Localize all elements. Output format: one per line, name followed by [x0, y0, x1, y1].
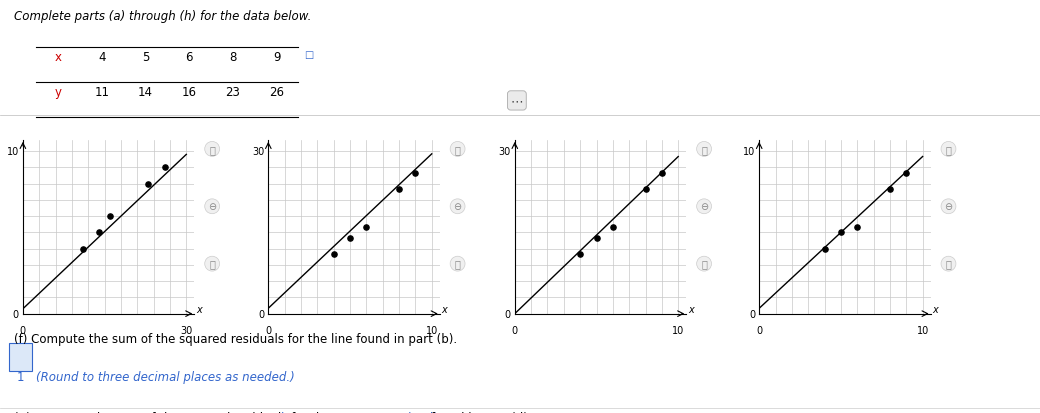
- Text: found in part (d).: found in part (d).: [427, 411, 531, 413]
- Text: 10: 10: [6, 147, 19, 157]
- Text: ⌕: ⌕: [454, 145, 461, 154]
- Text: 4: 4: [98, 51, 106, 64]
- Text: 0: 0: [749, 309, 755, 319]
- Text: ⧉: ⧉: [945, 259, 952, 269]
- Text: 26: 26: [269, 86, 284, 99]
- Point: [90, 230, 107, 236]
- Text: ⊖: ⊖: [208, 202, 216, 212]
- Text: ⌕: ⌕: [945, 145, 952, 154]
- Point: [139, 181, 156, 188]
- Text: ⊖: ⊖: [453, 202, 462, 212]
- Text: (Round to three decimal places as needed.): (Round to three decimal places as needed…: [36, 370, 295, 382]
- Text: 5: 5: [141, 51, 150, 64]
- Text: ⧉: ⧉: [209, 259, 215, 269]
- Point: [653, 170, 670, 177]
- Point: [407, 170, 423, 177]
- Text: 10: 10: [743, 147, 755, 157]
- Text: 10: 10: [425, 325, 438, 335]
- Text: 0: 0: [258, 309, 264, 319]
- Text: 0: 0: [12, 309, 19, 319]
- Point: [342, 235, 359, 242]
- Text: 14: 14: [138, 86, 153, 99]
- Text: ⧉: ⧉: [701, 259, 707, 269]
- Text: 30: 30: [180, 325, 192, 335]
- Text: 8: 8: [229, 51, 237, 64]
- Text: (g) Compute the sum of the squared residuals for the: (g) Compute the sum of the squared resid…: [14, 411, 334, 413]
- Text: ⌕: ⌕: [701, 145, 707, 154]
- Text: x: x: [442, 304, 447, 314]
- Text: 16: 16: [182, 86, 197, 99]
- Text: (f) Compute the sum of the squared residuals for the line found in part (b).: (f) Compute the sum of the squared resid…: [14, 332, 457, 345]
- Text: 0: 0: [20, 325, 26, 335]
- Text: x: x: [197, 304, 202, 314]
- Point: [156, 165, 173, 171]
- Text: 0: 0: [756, 325, 762, 335]
- Text: y: y: [55, 86, 61, 99]
- Text: ⧉: ⧉: [454, 259, 461, 269]
- Text: 6: 6: [185, 51, 193, 64]
- Text: ⌕: ⌕: [209, 145, 215, 154]
- Point: [638, 186, 654, 193]
- Point: [589, 235, 605, 242]
- Point: [604, 224, 621, 231]
- Point: [572, 251, 589, 258]
- Text: 9: 9: [272, 51, 281, 64]
- Text: 0: 0: [265, 325, 271, 335]
- Text: 11: 11: [95, 86, 109, 99]
- Text: ⊖: ⊖: [944, 202, 953, 212]
- Point: [75, 246, 92, 252]
- Text: 1: 1: [17, 370, 25, 382]
- Text: 0: 0: [504, 309, 511, 319]
- Text: ⊖: ⊖: [700, 202, 708, 212]
- Text: 0: 0: [512, 325, 518, 335]
- Text: 30: 30: [252, 147, 264, 157]
- Point: [102, 213, 119, 220]
- Point: [358, 224, 374, 231]
- Text: x: x: [55, 51, 61, 64]
- Point: [898, 170, 914, 177]
- Text: Complete parts (a) through (h) for the data below.: Complete parts (a) through (h) for the d…: [14, 10, 311, 23]
- Point: [391, 186, 408, 193]
- Text: x: x: [688, 304, 694, 314]
- Text: 10: 10: [916, 325, 929, 335]
- Point: [816, 246, 833, 252]
- Point: [833, 230, 850, 236]
- Text: least-squares regression line: least-squares regression line: [281, 411, 451, 413]
- Text: 30: 30: [498, 147, 511, 157]
- Text: 23: 23: [226, 86, 240, 99]
- Point: [326, 251, 342, 258]
- Text: 10: 10: [672, 325, 684, 335]
- Text: x: x: [933, 304, 938, 314]
- Point: [882, 186, 899, 193]
- Text: □: □: [304, 50, 313, 60]
- Text: ⋯: ⋯: [511, 95, 523, 108]
- Point: [849, 224, 865, 231]
